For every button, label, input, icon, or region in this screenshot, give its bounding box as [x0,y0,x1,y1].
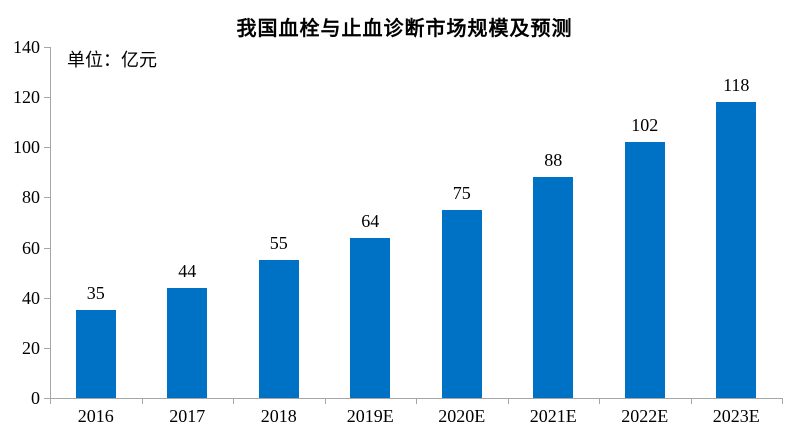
x-axis-tick [690,398,692,404]
bar [533,177,574,398]
x-axis-label: 2018 [260,406,297,426]
bar-value-label: 118 [723,75,750,96]
y-axis-tick [44,47,50,48]
y-axis-tick [44,347,50,349]
unit-label: 单位：亿元 [67,50,157,70]
x-axis-tick [324,398,326,404]
y-axis-label: 20 [22,337,40,358]
bar-value-label: 88 [544,150,563,171]
bar [624,142,665,398]
x-axis-tick [233,398,234,404]
x-axis-label: 2023E [712,406,760,426]
y-axis-label: 120 [13,87,40,108]
x-axis-tick [141,398,143,404]
x-axis-label: 2019E [346,406,394,426]
x-axis-label: 2017 [169,406,206,426]
x-axis-tick [50,398,51,404]
bar [350,237,391,398]
bar-value-label: 75 [452,182,471,203]
y-axis-tick [44,197,50,199]
y-axis-tick [44,398,50,399]
x-axis-label: 2016 [77,406,114,426]
chart-title: 我国血栓与止血诊断市场规模及预测 [236,18,573,40]
y-axis-label: 80 [22,187,40,208]
x-axis-tick [599,398,600,404]
y-axis-label: 100 [13,137,40,158]
bar-value-label: 44 [178,260,197,281]
bar [716,102,757,398]
x-axis-tick [507,398,509,404]
bar [167,287,208,398]
y-axis-label: 40 [22,287,40,308]
y-axis-line [50,47,51,398]
y-axis-label: 0 [31,388,40,408]
bar-value-label: 64 [361,210,380,231]
bar [441,209,482,398]
y-axis-tick [44,297,50,299]
bar-value-label: 55 [269,233,288,254]
x-axis-tick [782,398,783,404]
x-axis-label: 2021E [529,406,577,426]
y-axis-label: 140 [13,37,40,57]
bar [258,260,299,398]
y-axis-tick [44,147,50,149]
x-axis-label: 2020E [438,406,486,426]
bar-value-label: 102 [631,115,659,136]
y-axis-tick [44,97,50,99]
x-axis-tick [416,398,417,404]
x-axis-label: 2022E [621,406,669,426]
y-axis-label: 60 [22,237,40,258]
y-axis-tick [44,247,50,249]
bar-value-label: 35 [86,283,105,304]
bar [75,310,116,398]
